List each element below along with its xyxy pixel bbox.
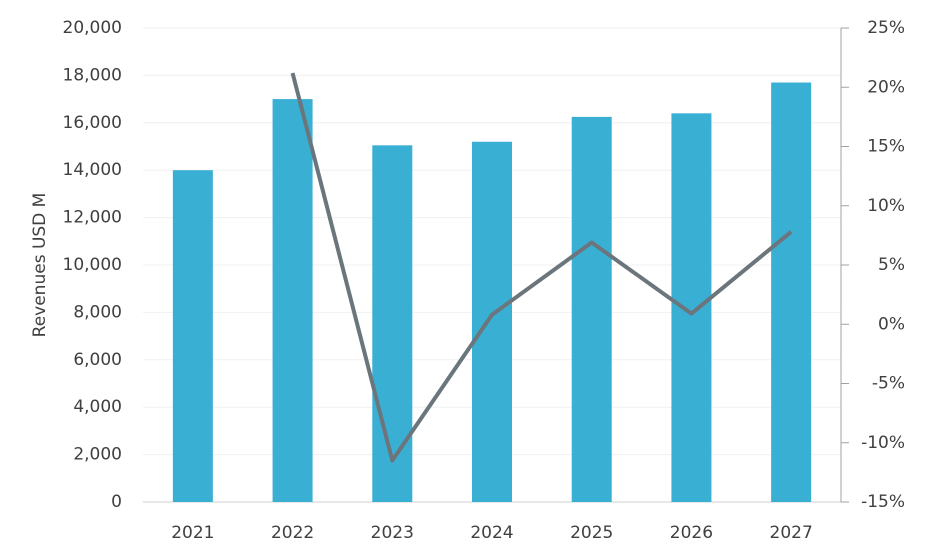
y2-tick-label: -10% xyxy=(861,433,905,453)
y2-tick-label: 5% xyxy=(878,255,905,275)
x-tick-label: 2024 xyxy=(470,523,513,543)
y-tick-label: 2,000 xyxy=(73,445,122,465)
y2-tick-label: 10% xyxy=(867,196,905,216)
y-tick-label: 0 xyxy=(111,492,122,512)
x-tick-label: 2026 xyxy=(670,523,713,543)
y-tick-label: 18,000 xyxy=(63,65,122,85)
y-tick-label: 20,000 xyxy=(63,18,122,38)
y-tick-label: 10,000 xyxy=(63,255,122,275)
bar xyxy=(372,145,413,502)
bar xyxy=(671,113,712,502)
y-axis-label: Revenues USD M xyxy=(30,193,50,338)
line xyxy=(290,72,793,463)
y-tick-label: 16,000 xyxy=(63,113,122,133)
x-tick-label: 2021 xyxy=(171,523,214,543)
x-tick-label: 2027 xyxy=(770,523,813,543)
y-tick-label: 12,000 xyxy=(63,208,122,228)
bar xyxy=(172,170,213,502)
x-tick-label: 2025 xyxy=(570,523,613,543)
bar xyxy=(472,141,512,502)
bar xyxy=(272,99,313,502)
y-tick-label: 14,000 xyxy=(63,160,122,180)
y2-tick-label: 25% xyxy=(867,18,905,38)
y2-tick-label: 0% xyxy=(878,314,905,334)
x-tick-label: 2022 xyxy=(271,523,314,543)
y2-tick-label: 20% xyxy=(867,77,905,97)
y2-tick-label: 15% xyxy=(867,137,905,157)
y-tick-label: 4,000 xyxy=(73,397,122,417)
y-tick-label: 8,000 xyxy=(73,302,122,322)
bar xyxy=(771,82,812,502)
y2-tick-label: -5% xyxy=(872,374,905,394)
y2-tick-label: -15% xyxy=(861,492,905,512)
y-tick-label: 6,000 xyxy=(73,350,122,370)
bar xyxy=(571,116,612,502)
x-tick-label: 2023 xyxy=(371,523,414,543)
